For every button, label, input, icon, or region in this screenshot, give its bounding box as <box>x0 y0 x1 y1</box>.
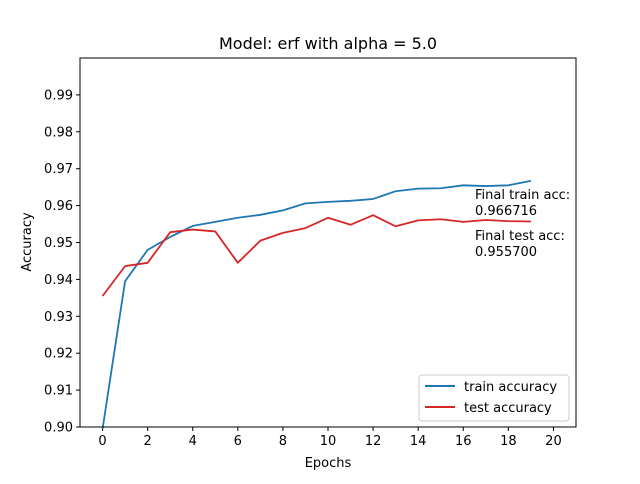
legend: train accuracy test accuracy <box>418 374 570 422</box>
y-tick-label: 0.97 <box>44 162 73 177</box>
y-tick-label: 0.96 <box>44 199 73 214</box>
x-tick-label: 14 <box>410 434 427 449</box>
x-tick-label: 20 <box>545 434 562 449</box>
legend-test-label: test accuracy <box>464 401 552 416</box>
x-tick-label: 18 <box>500 434 517 449</box>
y-tick-label: 0.98 <box>44 125 73 140</box>
train-annotation: Final train acc: 0.966716 <box>475 188 570 219</box>
y-tick-label: 0.94 <box>44 273 73 288</box>
x-tick-label: 16 <box>455 434 472 449</box>
chart-title: Model: erf with alpha = 5.0 <box>219 34 437 53</box>
x-axis-ticks: 0 2 4 6 8 10 12 14 16 18 20 <box>98 427 562 449</box>
y-tick-label: 0.91 <box>44 384 73 399</box>
y-axis-label: Accuracy <box>20 212 35 272</box>
train-annotation-text: Final train acc: 0.966716 <box>475 188 570 219</box>
x-tick-label: 2 <box>143 434 151 449</box>
x-axis-label: Epochs <box>305 456 352 471</box>
annotation-line: Final test acc: <box>475 229 565 244</box>
annotation-line: 0.966716 <box>475 204 537 219</box>
legend-train-label: train accuracy <box>464 380 557 395</box>
y-tick-label: 0.92 <box>44 347 73 362</box>
test-annotation-text: Final test acc: 0.955700 <box>475 229 565 260</box>
series-lines <box>101 179 532 430</box>
y-axis-ticks: 0.90 0.91 0.92 0.93 0.94 0.95 0.96 0.97 0.98 0.99 <box>44 88 80 436</box>
x-tick-label: 8 <box>279 434 287 449</box>
plot-frame <box>79 57 577 428</box>
train-accuracy-line <box>101 179 532 430</box>
x-tick-label: 6 <box>234 434 242 449</box>
y-tick-label: 0.95 <box>44 236 73 251</box>
y-tick-label: 0.90 <box>44 421 73 436</box>
annotation-line: Final train acc: <box>475 188 570 203</box>
x-tick-label: 0 <box>98 434 106 449</box>
legend-frame <box>418 374 570 422</box>
x-tick-label: 12 <box>365 434 382 449</box>
y-tick-label: 0.99 <box>44 88 73 103</box>
annotation-line: 0.955700 <box>475 245 537 260</box>
test-annotation: Final test acc: 0.955700 <box>475 229 565 260</box>
test-accuracy-line <box>101 214 531 297</box>
y-tick-label: 0.93 <box>44 310 73 325</box>
x-tick-label: 4 <box>189 434 197 449</box>
x-tick-label: 10 <box>320 434 337 449</box>
